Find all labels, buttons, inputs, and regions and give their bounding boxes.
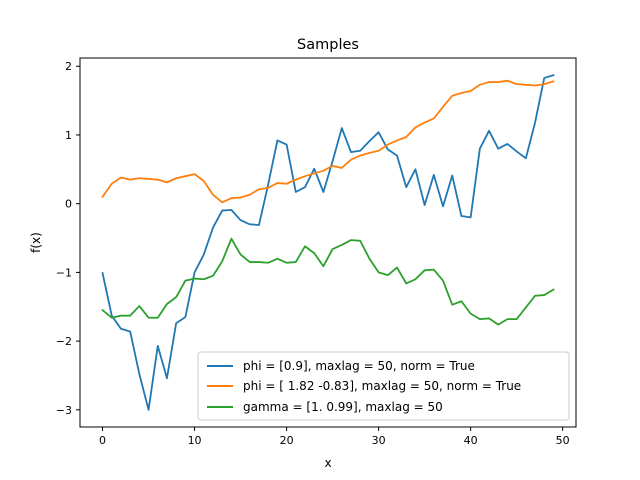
- y-tick-label: 1: [65, 129, 72, 142]
- x-tick-label: 0: [99, 434, 106, 447]
- x-tick-label: 50: [556, 434, 570, 447]
- y-tick-label: 0: [65, 198, 72, 211]
- plot-area-frame: [79, 57, 577, 428]
- legend-label-2: gamma = [1. 0.99], maxlag = 50: [243, 400, 443, 414]
- legend-label-0: phi = [0.9], maxlag = 50, norm = True: [243, 359, 475, 373]
- x-tick-label: 30: [372, 434, 386, 447]
- y-tick-label: −1: [56, 266, 72, 279]
- legend-label-1: phi = [ 1.82 -0.83], maxlag = 50, norm =…: [243, 379, 521, 393]
- x-tick-label: 10: [188, 434, 202, 447]
- y-tick-label: −3: [56, 404, 72, 417]
- series-line-2: [101, 237, 555, 326]
- x-tick-label: 40: [464, 434, 478, 447]
- y-tick-label: −2: [56, 335, 72, 348]
- y-axis: −3 −2 −1 0 1 2: [56, 60, 80, 417]
- chart-title: Samples: [297, 37, 359, 53]
- legend-box: [197, 351, 570, 421]
- legend: phi = [0.9], maxlag = 50, norm = True ph…: [197, 351, 570, 421]
- y-axis-label: f(x): [29, 232, 43, 253]
- x-axis-label: x: [324, 456, 331, 470]
- y-tick-label: 2: [65, 60, 72, 73]
- series-layer: [101, 74, 555, 411]
- x-axis: 0 10 20 30 40 50: [99, 427, 570, 447]
- x-tick-label: 20: [280, 434, 294, 447]
- series-line-1: [101, 79, 555, 204]
- series-line-0: [101, 74, 555, 411]
